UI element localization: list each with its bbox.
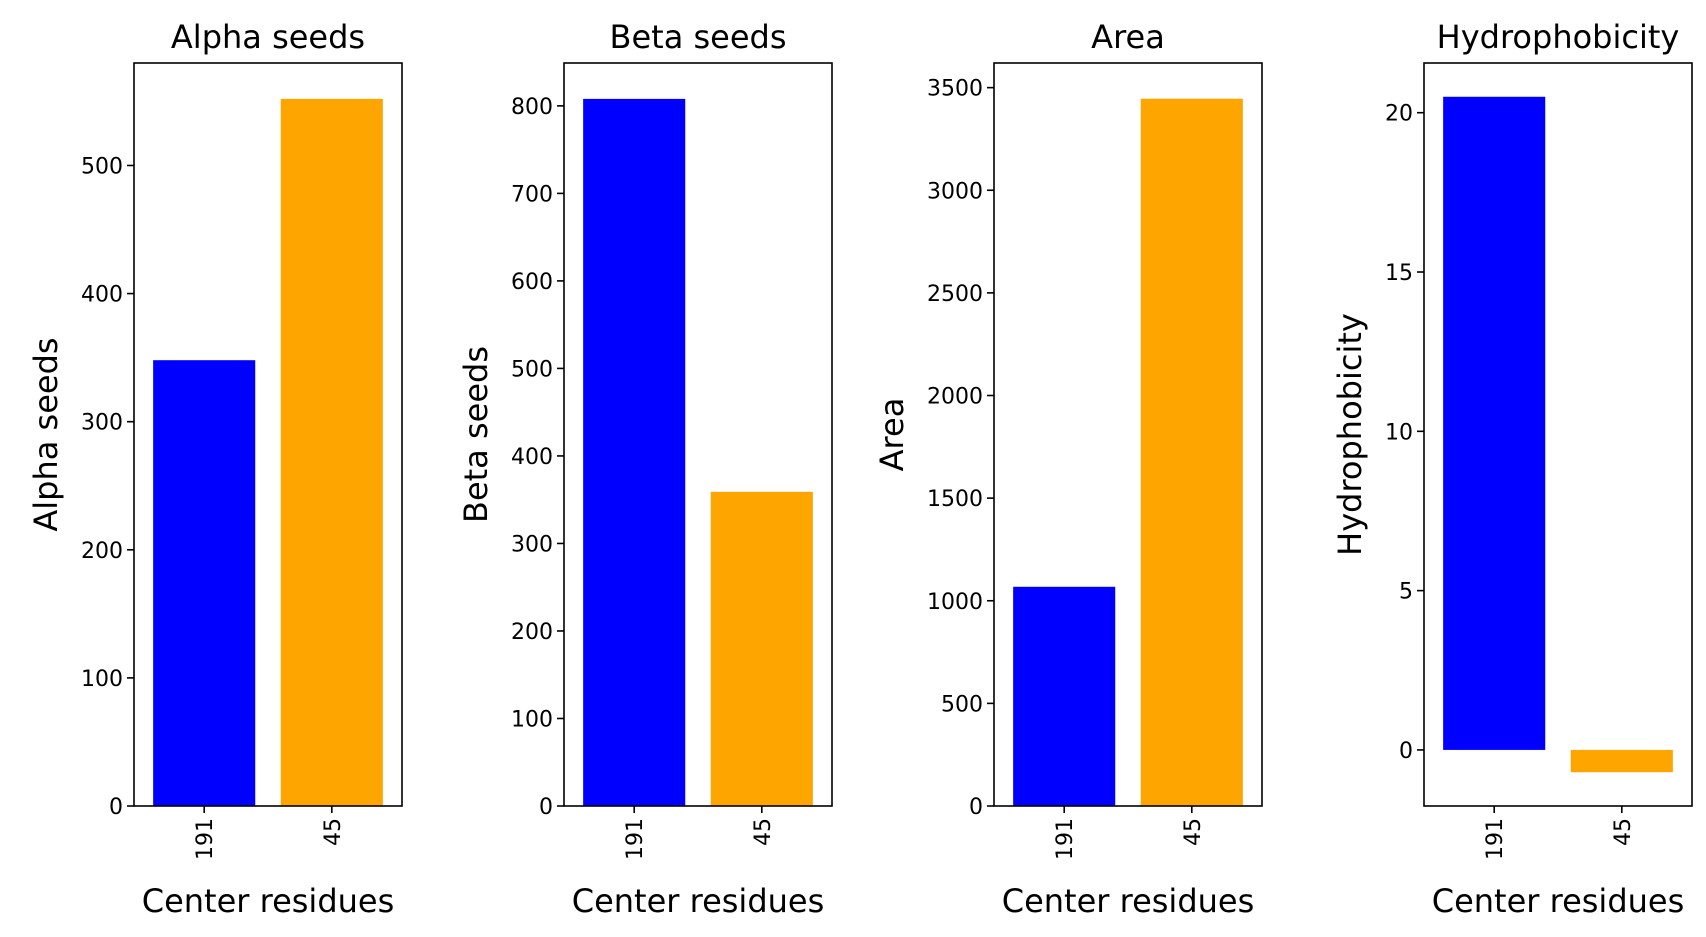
bar-191 bbox=[1013, 586, 1116, 806]
y-tick-label: 3500 bbox=[927, 77, 983, 102]
y-tick-label: 1000 bbox=[927, 590, 983, 615]
y-tick-label: 500 bbox=[941, 692, 983, 717]
bar-45 bbox=[710, 491, 813, 806]
axes-frame bbox=[993, 62, 1263, 807]
y-tick-label: 300 bbox=[511, 532, 553, 557]
bar-191 bbox=[583, 98, 686, 806]
axes-frame bbox=[563, 62, 833, 807]
bar-45 bbox=[1570, 749, 1673, 773]
y-tick-label: 200 bbox=[511, 620, 553, 645]
y-tick-label: 600 bbox=[511, 270, 553, 295]
y-tick-label: 0 bbox=[969, 795, 983, 820]
x-tick-label: 191 bbox=[623, 818, 648, 860]
axes-frame bbox=[1423, 62, 1693, 807]
y-tick-label: 1500 bbox=[927, 487, 983, 512]
chart-panel-2: 0 100 200 300 400 500 600 700 800 191 45 Beta seeds… bbox=[457, 18, 833, 920]
chart-panel-1: 0 100 200 300 400 500 191 45 Alpha seeds Center r… bbox=[27, 18, 403, 920]
chart-panel-4: 0 5 10 15 20 191 45 Hydrophobicity Center residu… bbox=[1331, 18, 1693, 920]
x-tick-label: 45 bbox=[1611, 818, 1636, 846]
x-tick-label: 45 bbox=[321, 818, 346, 846]
axes-frame bbox=[133, 62, 403, 807]
y-tick-label: 20 bbox=[1385, 102, 1413, 127]
y-axis-label: Beta seeds bbox=[457, 346, 495, 523]
x-tick-label: 45 bbox=[751, 818, 776, 846]
y-axis-label: Alpha seeds bbox=[27, 337, 65, 531]
x-tick-label: 191 bbox=[1053, 818, 1078, 860]
x-axis-label: Center residues bbox=[572, 882, 825, 920]
y-tick-label: 300 bbox=[81, 411, 123, 436]
x-tick-label: 191 bbox=[193, 818, 218, 860]
y-tick-label: 3000 bbox=[927, 179, 983, 204]
x-axis-label: Center residues bbox=[1002, 882, 1255, 920]
y-axis-label: Hydrophobicity bbox=[1331, 313, 1369, 556]
chart-panel-3: 0 500 1000 1500 2000 2500 3000 3500 191 45 Area Cen… bbox=[873, 18, 1263, 920]
bar-45 bbox=[280, 98, 383, 807]
y-tick-label: 200 bbox=[81, 539, 123, 564]
y-tick-label: 2500 bbox=[927, 282, 983, 307]
x-axis-label: Center residues bbox=[1432, 882, 1685, 920]
y-tick-label: 0 bbox=[1399, 739, 1413, 764]
y-axis-label: Area bbox=[873, 398, 911, 472]
chart-title: Hydrophobicity bbox=[1437, 18, 1680, 56]
y-tick-label: 400 bbox=[511, 445, 553, 470]
y-tick-label: 100 bbox=[81, 667, 123, 692]
chart-title: Alpha seeds bbox=[171, 18, 365, 56]
y-tick-label: 15 bbox=[1385, 261, 1413, 286]
y-tick-label: 5 bbox=[1399, 580, 1413, 605]
bar-45 bbox=[1140, 98, 1243, 806]
x-tick-label: 45 bbox=[1181, 818, 1206, 846]
bar-191 bbox=[1443, 96, 1546, 750]
y-tick-label: 100 bbox=[511, 707, 553, 732]
y-tick-label: 500 bbox=[511, 357, 553, 382]
y-tick-label: 800 bbox=[511, 95, 553, 120]
x-axis-label: Center residues bbox=[142, 882, 395, 920]
y-tick-label: 2000 bbox=[927, 385, 983, 410]
y-tick-label: 400 bbox=[81, 283, 123, 308]
y-tick-label: 10 bbox=[1385, 420, 1413, 445]
bar-191 bbox=[153, 360, 256, 806]
chart-title: Beta seeds bbox=[610, 18, 787, 56]
y-tick-label: 0 bbox=[539, 795, 553, 820]
y-tick-label: 700 bbox=[511, 182, 553, 207]
y-tick-label: 0 bbox=[109, 795, 123, 820]
chart-title: Area bbox=[1091, 18, 1165, 56]
x-tick-label: 191 bbox=[1483, 818, 1508, 860]
y-tick-label: 500 bbox=[81, 154, 123, 179]
